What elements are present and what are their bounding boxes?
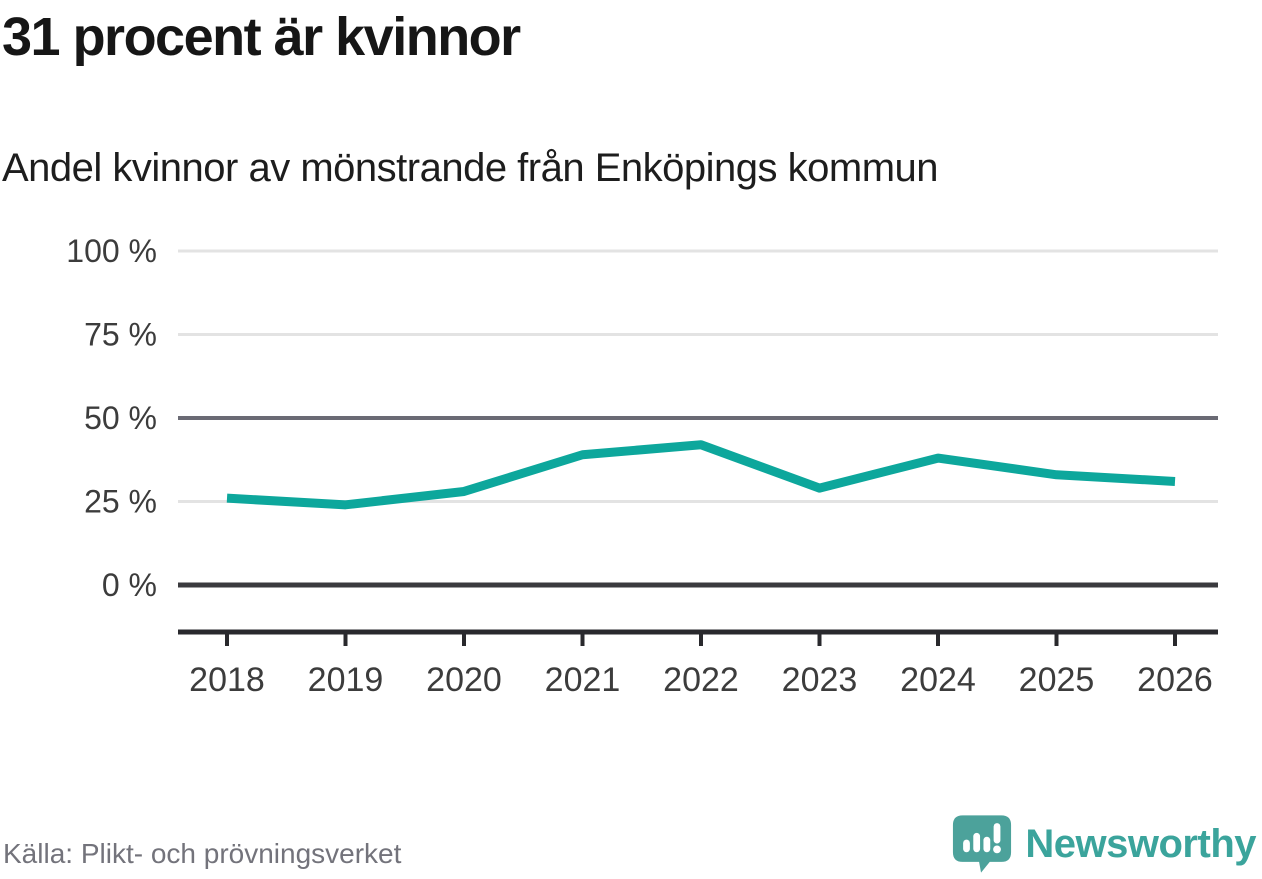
- chart-subtitle: Andel kvinnor av mönstrande från Enköpin…: [2, 146, 939, 190]
- x-axis-label: 2023: [782, 661, 858, 699]
- x-axis-label: 2024: [900, 661, 976, 699]
- y-axis-label: 25 %: [84, 484, 157, 520]
- newsworthy-logo-icon: [953, 815, 1012, 873]
- y-axis-label: 75 %: [84, 317, 157, 353]
- x-axis-label: 2022: [663, 661, 739, 699]
- chart-title: 31 procent är kvinnor: [2, 7, 521, 67]
- data-line: [226, 440, 1176, 510]
- x-axis-label: 2018: [189, 661, 265, 699]
- x-axis-label: 2020: [426, 661, 502, 699]
- newsworthy-logo: Newsworthy: [951, 812, 1256, 876]
- y-axis-label: 50 %: [84, 400, 157, 436]
- y-axis-label: 0 %: [102, 567, 157, 603]
- x-axis-label: 2025: [1019, 661, 1095, 699]
- x-axis-label: 2026: [1137, 661, 1213, 699]
- x-axis-label: 2019: [308, 661, 384, 699]
- source-note: Källa: Plikt- och prövningsverket: [3, 838, 402, 869]
- y-axis-label: 100 %: [66, 233, 157, 269]
- newsworthy-logo-text: Newsworthy: [1025, 821, 1256, 866]
- x-axis-label: 2021: [545, 661, 621, 699]
